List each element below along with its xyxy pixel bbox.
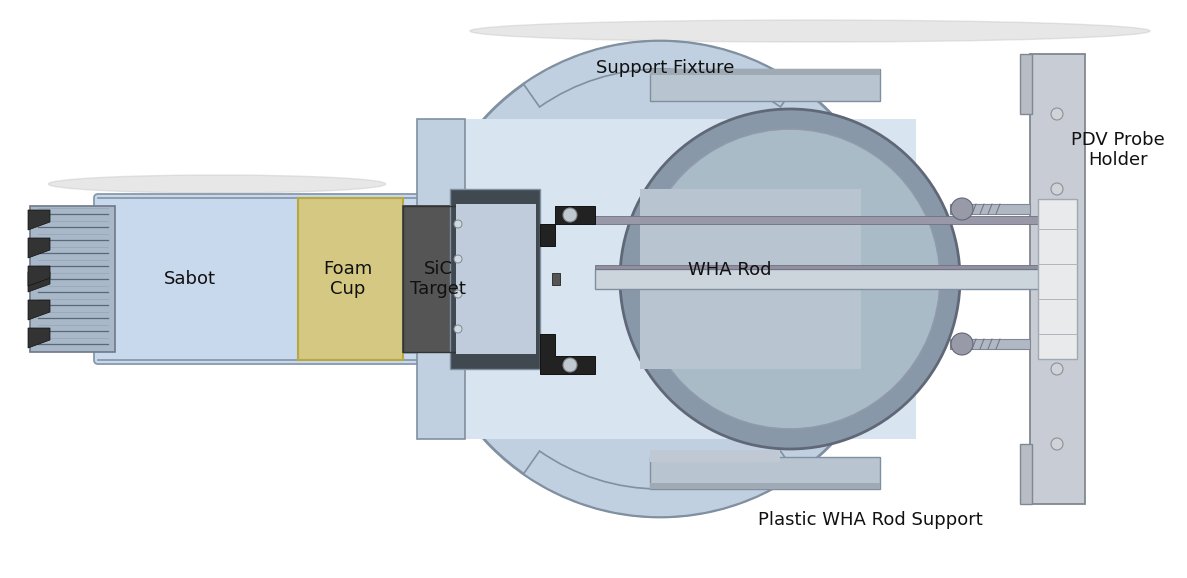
Bar: [650, 450, 780, 462]
Wedge shape: [523, 451, 796, 517]
Bar: [30, 206, 115, 352]
Bar: [450, 189, 540, 369]
Circle shape: [453, 255, 462, 263]
Circle shape: [453, 325, 462, 333]
Polygon shape: [28, 272, 50, 292]
Text: SiC
Target: SiC Target: [410, 260, 466, 298]
Bar: [595, 265, 1040, 269]
Bar: [650, 483, 880, 489]
Bar: [1030, 54, 1085, 504]
Polygon shape: [28, 300, 50, 320]
Bar: [298, 198, 404, 360]
Circle shape: [453, 290, 462, 298]
Circle shape: [563, 358, 577, 372]
Bar: [1037, 199, 1077, 359]
FancyBboxPatch shape: [94, 194, 482, 364]
Bar: [595, 216, 1040, 224]
Bar: [595, 269, 1040, 289]
Polygon shape: [28, 210, 50, 230]
Text: WHA Rod: WHA Rod: [688, 261, 772, 279]
Bar: [404, 206, 478, 352]
Polygon shape: [28, 328, 50, 348]
Wedge shape: [523, 41, 796, 107]
Bar: [650, 69, 880, 101]
Circle shape: [1050, 438, 1064, 450]
Bar: [1020, 54, 1032, 114]
Circle shape: [453, 220, 462, 228]
Circle shape: [1050, 183, 1064, 195]
Circle shape: [1050, 363, 1064, 375]
Circle shape: [620, 109, 960, 449]
Bar: [1020, 444, 1032, 504]
Ellipse shape: [470, 20, 1150, 42]
Bar: [650, 457, 880, 489]
Ellipse shape: [49, 175, 386, 193]
Circle shape: [1050, 108, 1064, 120]
Bar: [456, 204, 537, 354]
Circle shape: [951, 198, 973, 220]
Text: Support Fixture: Support Fixture: [596, 59, 735, 77]
Polygon shape: [28, 238, 50, 258]
Circle shape: [423, 41, 899, 517]
Circle shape: [951, 333, 973, 355]
Bar: [650, 69, 880, 75]
Bar: [950, 204, 1030, 214]
Bar: [417, 119, 465, 439]
Polygon shape: [540, 206, 595, 246]
Bar: [452, 119, 916, 439]
Text: Sabot: Sabot: [164, 270, 216, 288]
Bar: [640, 189, 861, 369]
Text: Plastic WHA Rod Support: Plastic WHA Rod Support: [757, 511, 983, 529]
Ellipse shape: [452, 206, 504, 352]
Bar: [950, 339, 1030, 349]
Bar: [552, 273, 560, 285]
Circle shape: [640, 129, 940, 429]
Text: PDV Probe
Holder: PDV Probe Holder: [1071, 131, 1164, 169]
Polygon shape: [540, 334, 595, 374]
Text: Foam
Cup: Foam Cup: [323, 260, 373, 298]
Polygon shape: [28, 266, 50, 286]
Circle shape: [563, 208, 577, 222]
Bar: [402, 205, 480, 353]
Bar: [404, 206, 478, 352]
